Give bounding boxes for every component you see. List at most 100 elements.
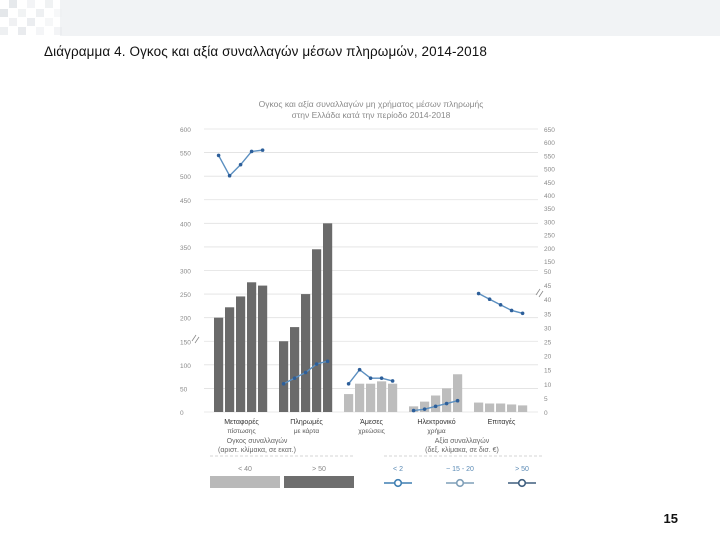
value-line-point (281, 382, 286, 386)
volume-bar (355, 383, 365, 412)
category-label: πίστωσης (227, 427, 255, 435)
left-tick-label: 400 (180, 221, 191, 228)
decor-square (0, 27, 8, 35)
right-upper-tick-label: 650 (544, 127, 555, 134)
value-line-point (444, 401, 449, 406)
decor-square (0, 9, 8, 17)
volume-bar (344, 394, 354, 412)
volume-bar (236, 296, 246, 412)
right-lower-tick-label: 35 (544, 311, 552, 318)
right-upper-tick-label: 500 (544, 167, 555, 174)
value-line-point (325, 359, 330, 364)
category-label: Ηλεκτρονικό (417, 418, 455, 426)
value-line-point (303, 370, 308, 375)
right-lower-tick-label: 25 (544, 340, 552, 347)
right-upper-tick-label: 250 (544, 233, 555, 240)
left-tick-label: 500 (180, 174, 191, 181)
legend-value-marker (455, 478, 465, 488)
volume-bar (290, 327, 300, 412)
category-label: Επιταγές (488, 418, 516, 426)
category-label: Πληρωμές (290, 418, 323, 426)
value-line-point (509, 308, 514, 313)
left-tick-label: 350 (180, 245, 191, 252)
value-line-point (433, 404, 438, 409)
right-lower-tick-label: 45 (544, 283, 552, 290)
right-lower-tick-label: 30 (544, 325, 552, 332)
value-line-point (292, 376, 297, 380)
volume-bar (507, 404, 517, 412)
legend-volume-title: Ογκος συναλλαγών (227, 437, 288, 445)
right-upper-tick-label: 150 (544, 259, 555, 266)
right-upper-tick-label: 200 (544, 246, 555, 253)
value-line-point (368, 376, 373, 380)
value-line-point (357, 367, 362, 372)
decor-band (60, 0, 720, 36)
right-lower-tick-label: 10 (544, 382, 552, 389)
volume-bar (225, 307, 235, 412)
legend-value-item: > 50 (515, 466, 529, 473)
slide-title: Διάγραμμα 4. Ογκος και αξία συναλλαγών μ… (44, 44, 487, 59)
value-line-point (422, 407, 427, 411)
category-label: Άμεσες (360, 419, 383, 426)
legend-value-subtitle: (δεξ. κλίμακα, σε δισ. €) (425, 446, 499, 454)
value-line-point (379, 376, 384, 380)
left-tick-label: 200 (180, 316, 191, 323)
chart-title-line1: Ογκος και αξία συναλλαγών μη χρήματος μέ… (259, 99, 484, 109)
chart: Ογκος και αξία συναλλαγών μη χρήματος μέ… (172, 93, 570, 498)
value-line-point (390, 379, 395, 383)
value-line-point (455, 398, 460, 403)
volume-bar (420, 401, 430, 412)
legend-value-marker (393, 478, 403, 488)
volume-bar (377, 381, 387, 412)
volume-bar (301, 294, 311, 412)
legend-volume-item: > 50 (312, 466, 326, 473)
decor-square (45, 0, 53, 8)
decor-square (9, 18, 17, 26)
legend-value-marker (517, 478, 527, 488)
category-label: χρήμα (427, 428, 445, 435)
volume-bar (485, 403, 495, 412)
volume-bar (366, 383, 376, 412)
volume-bar (431, 395, 441, 412)
right-upper-tick-label: 550 (544, 153, 555, 160)
right-upper-tick-label: 400 (544, 193, 555, 200)
volume-bar (474, 402, 484, 412)
right-upper-tick-label: 300 (544, 219, 555, 226)
volume-bar (214, 317, 224, 412)
value-line-point (476, 291, 481, 296)
value-line-point (216, 153, 221, 158)
legend-volume-item: < 40 (238, 466, 252, 473)
legend-volume-swatch (284, 476, 354, 488)
chart-container: Ογκος και αξία συναλλαγών μη χρήματος μέ… (172, 93, 570, 498)
decor-square (27, 18, 35, 26)
left-tick-label: 450 (180, 198, 191, 205)
left-tick-label: 50 (180, 386, 188, 393)
legend-volume-swatch (210, 476, 280, 488)
chart-panel (172, 93, 570, 498)
value-line-point (498, 303, 503, 307)
right-upper-tick-label: 350 (544, 206, 555, 213)
decor-square (36, 9, 44, 17)
value-line-point (260, 148, 265, 152)
axis-break-mark (191, 334, 200, 344)
page-number: 15 (663, 511, 678, 526)
right-lower-tick-label: 5 (544, 396, 548, 403)
right-lower-tick-label: 40 (544, 297, 552, 304)
volume-bar (279, 341, 289, 412)
legend-value-title: Αξία συναλλαγών (435, 437, 490, 445)
volume-bar (442, 388, 452, 412)
volume-bar (388, 383, 398, 412)
volume-bar (496, 403, 506, 412)
axis-break-mark (535, 288, 544, 298)
right-lower-tick-label: 0 (544, 410, 548, 417)
slide-header-decoration (0, 0, 720, 38)
value-line-point (487, 297, 492, 301)
value-line-point (238, 162, 243, 167)
value-line-point (249, 149, 254, 154)
left-tick-label: 100 (180, 363, 191, 370)
volume-bar (247, 282, 257, 412)
left-tick-label: 150 (180, 339, 191, 346)
volume-bar (312, 249, 322, 412)
right-lower-tick-label: 15 (544, 368, 552, 375)
decor-square (18, 9, 26, 17)
